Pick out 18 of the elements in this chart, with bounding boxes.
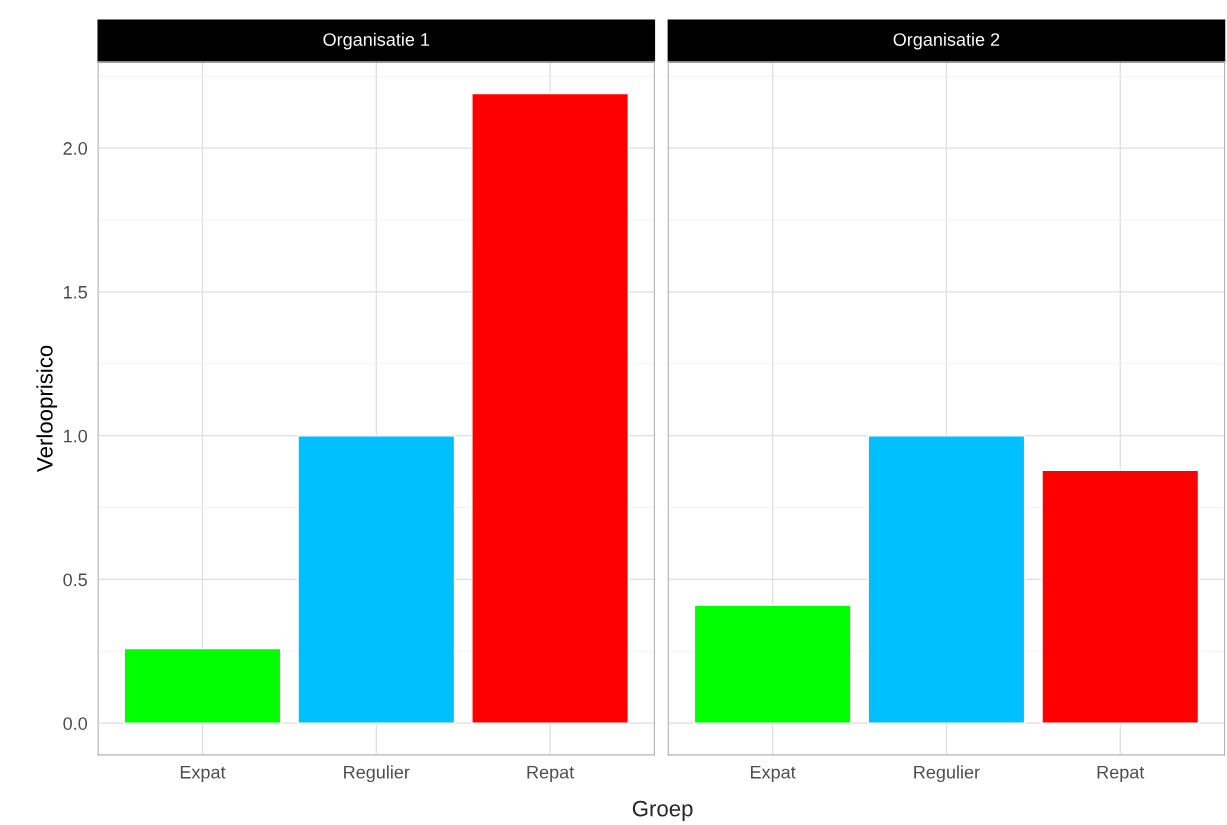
y-tick-label: 1.5 xyxy=(64,286,87,299)
x-tick-label: Regulier xyxy=(344,765,410,783)
chart-title: Organisatie 2 xyxy=(893,32,1000,50)
x-tick-label: Repat xyxy=(527,765,575,783)
y-tick-label: 1.0 xyxy=(64,429,88,443)
y-tick-label: 2.0 xyxy=(63,142,88,155)
bar xyxy=(123,647,282,724)
y-tick-label: 0.5 xyxy=(63,573,87,587)
chart-title: Organisatie 1 xyxy=(323,32,430,50)
x-tick-label: Regulier xyxy=(914,765,980,783)
y-axis-title: Verlooprisico xyxy=(36,345,58,472)
x-axis-title: Groep xyxy=(632,800,693,821)
y-tick-label: 0.0 xyxy=(63,717,88,730)
x-tick-label: Expat xyxy=(751,765,796,783)
x-tick-label: Expat xyxy=(180,765,226,783)
bar xyxy=(471,92,630,724)
bar xyxy=(297,434,456,724)
x-tick-label: Repat xyxy=(1097,765,1145,783)
